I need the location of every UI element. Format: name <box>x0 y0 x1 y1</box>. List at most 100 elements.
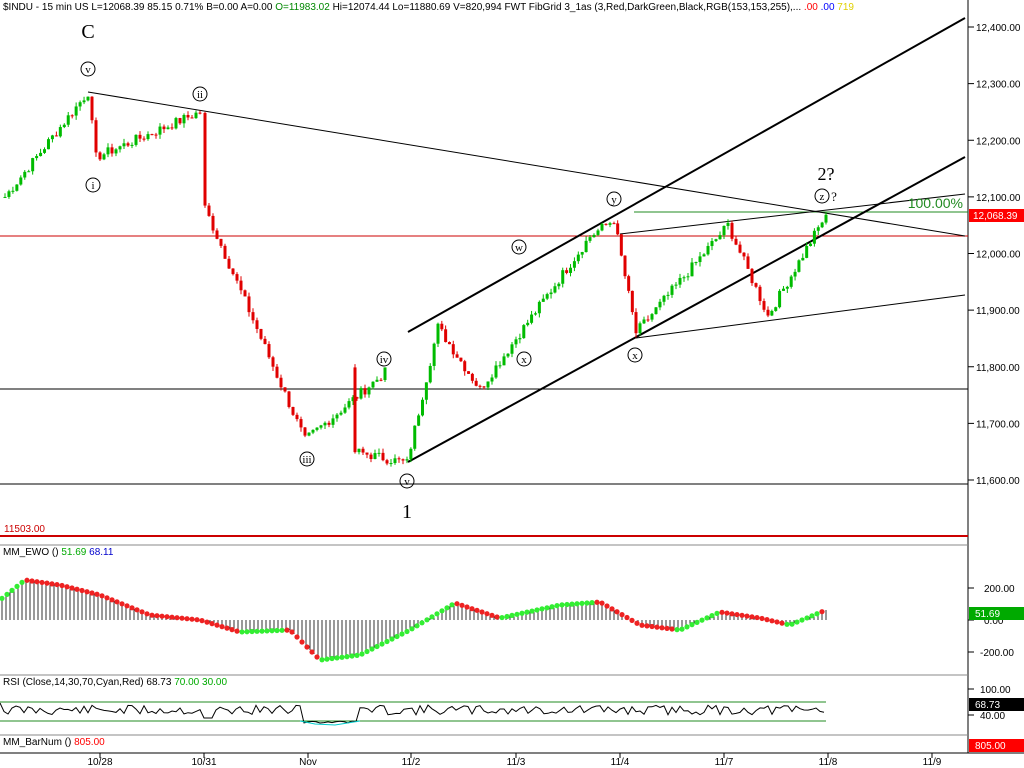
candle-body <box>616 223 620 235</box>
candle-body <box>11 190 15 192</box>
ewo-dot <box>304 644 310 650</box>
candle-body <box>19 177 23 185</box>
candle-body <box>3 196 7 198</box>
ewo-dot <box>364 648 370 655</box>
ewo-dot <box>234 628 240 634</box>
candle-body <box>267 344 271 358</box>
ewo-dot <box>154 613 160 619</box>
ewo-dot <box>204 619 210 625</box>
candle-body <box>43 149 47 153</box>
candle-body <box>565 270 569 273</box>
candle-body <box>714 239 718 242</box>
candle-body <box>820 222 824 228</box>
candle-body <box>742 252 746 257</box>
candle-body <box>207 205 211 216</box>
ewo-dot <box>574 601 580 607</box>
open-value: O=11983.02 <box>275 2 330 13</box>
candle-body <box>401 459 405 461</box>
ewo-dot <box>184 616 190 622</box>
channel-upper-line[interactable] <box>407 17 966 333</box>
ewo-dot <box>249 628 255 635</box>
ewo-dot <box>594 599 600 605</box>
rsi-line <box>0 702 825 724</box>
candle-body <box>15 184 19 191</box>
candle-body <box>31 158 35 172</box>
candle-body <box>377 452 381 454</box>
ewo-dot <box>224 625 230 631</box>
ewo-dot <box>119 601 125 607</box>
red-value: .00 <box>803 2 818 13</box>
candle-body <box>98 152 102 160</box>
candle-body <box>797 260 801 272</box>
date-axis-label: Nov <box>299 757 317 768</box>
candle-body <box>530 314 534 323</box>
candle-body <box>718 235 722 240</box>
channel-lower-line[interactable] <box>407 156 966 463</box>
wave-label-q: ? <box>831 189 837 204</box>
candle-body <box>367 387 371 395</box>
date-axis-label: 11/8 <box>819 757 838 768</box>
symbol-label: $INDU - 15 min US <box>3 2 89 13</box>
candle-body <box>451 344 455 355</box>
candle-body <box>279 377 283 388</box>
candle-body <box>381 452 385 461</box>
candle-body <box>623 255 627 277</box>
ewo-dot <box>719 609 725 615</box>
candle-body <box>74 106 78 116</box>
ewo-dot <box>794 619 800 625</box>
ewo-dot <box>59 582 65 589</box>
triangle-upper-line[interactable] <box>619 193 966 235</box>
ewo-dot <box>264 628 270 634</box>
ewo-dot <box>644 623 650 629</box>
ewo-dot <box>444 605 450 611</box>
candle-body <box>604 223 608 225</box>
ewo-dot <box>104 595 110 601</box>
ewo-dot <box>604 603 610 609</box>
ewo-dot <box>194 617 200 623</box>
candle-body <box>379 379 383 381</box>
triangle-lower-line[interactable] <box>635 294 966 339</box>
ewo-dot <box>429 614 435 620</box>
candle-body <box>389 463 393 465</box>
ewo-dot <box>384 638 390 645</box>
candle-body <box>235 274 239 281</box>
candle-body <box>371 381 375 388</box>
ewo-dot <box>334 655 340 661</box>
candle-body <box>463 361 467 372</box>
ewo-dot <box>774 619 780 625</box>
candle-body <box>94 120 98 153</box>
ewo-dot <box>674 627 680 633</box>
candle-body <box>778 290 782 308</box>
candle-body <box>259 328 263 339</box>
ewo-dot <box>554 603 560 609</box>
price-axis-label: 12,200.00 <box>976 136 1021 147</box>
candle-body <box>561 270 565 284</box>
candle-body <box>654 307 658 315</box>
candle-body <box>518 338 522 340</box>
ewo-dot <box>379 641 385 647</box>
ewo-dot <box>319 657 325 663</box>
ewo-label-text: MM_EWO () <box>3 547 59 558</box>
trendline-downtrend[interactable] <box>87 91 966 237</box>
ewo-dot <box>544 605 550 611</box>
candle-body <box>383 367 387 380</box>
ask-value: A=0.00 <box>240 2 273 13</box>
rsi-label: RSI (Close,14,30,70,Cyan,Red) 68.73 70.0… <box>3 677 227 688</box>
candle-body <box>353 367 357 453</box>
candle-body <box>498 365 502 367</box>
ewo-dot <box>44 580 50 586</box>
candle-body <box>541 298 545 302</box>
ewo-dot <box>229 627 235 633</box>
candle-body <box>223 245 227 259</box>
date-axis-label: 10/31 <box>191 757 216 768</box>
candle-body <box>572 261 576 268</box>
ewo-dot <box>464 604 470 610</box>
candle-body <box>789 276 793 287</box>
ewo-dot <box>734 611 740 618</box>
candle-body <box>375 379 379 382</box>
volume-value: V=820,994 <box>453 2 502 13</box>
candle-body <box>417 415 421 426</box>
ewo-dot <box>729 611 735 617</box>
candle-body <box>650 314 654 320</box>
